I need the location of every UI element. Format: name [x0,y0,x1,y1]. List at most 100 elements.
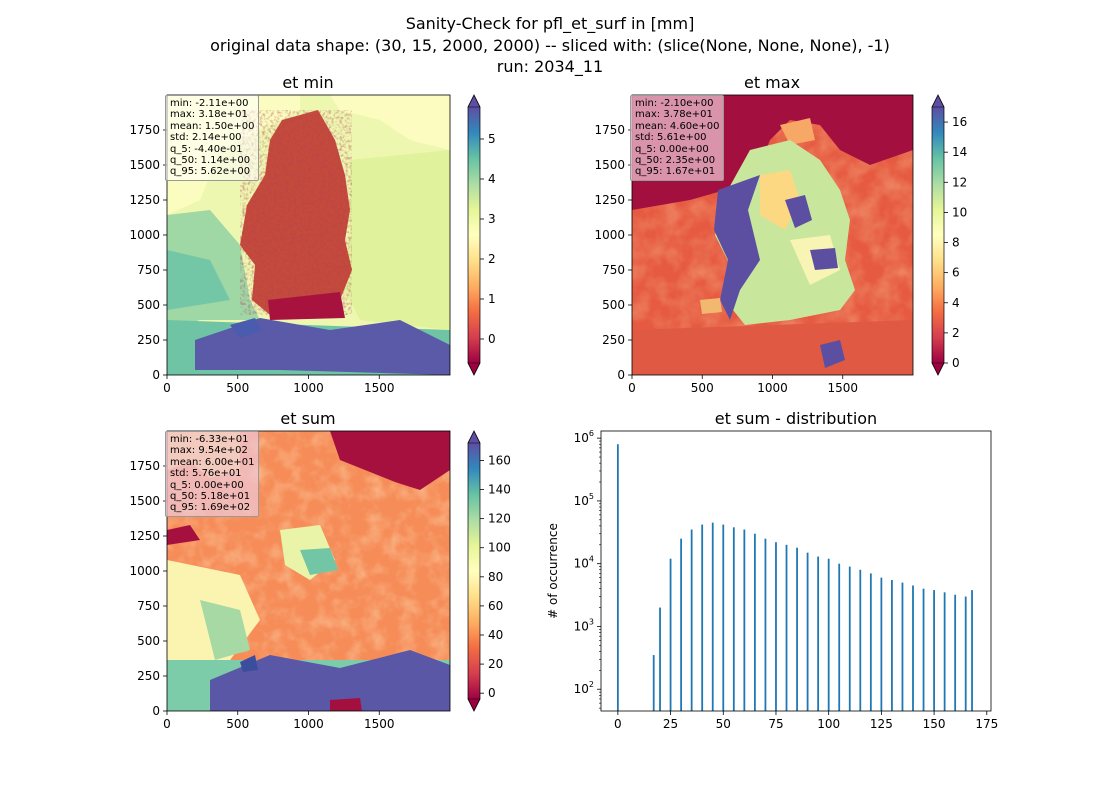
stats-line: min: -6.33e+01 [170,434,249,445]
stats-line: q_5: -4.40e-01 [170,143,243,155]
histogram-bar [971,590,973,711]
suptitle-line3: run: 2034_11 [497,57,603,77]
histogram-bar [912,585,914,711]
y-tick-label: 500 [137,634,160,648]
histogram-bar [954,594,957,711]
stats-line: mean: 6.00e+01 [170,456,255,468]
stats-line: q_5: 0.00e+00 [635,143,709,155]
histogram-bar [964,596,967,711]
stats-line: std: 2.14e+00 [170,132,242,144]
x-tick-label: 0 [163,381,171,395]
x-tick-label: 1000 [293,717,324,731]
panel-et-sum-distribution: et sum - distribution 0 25 50 75 100 125 150 17… [546,409,998,731]
y-tick-label: 1250 [129,529,160,543]
stats-line: std: 5.76e+01 [170,468,242,480]
y-tick-label: 1250 [129,193,160,207]
y-tick-exponent: 6 [589,429,594,438]
stats-line: q_95: 5.62e+00 [170,166,251,178]
stats-line: q_50: 2.35e+00 [635,155,716,167]
colorbar-tick-label: 12 [952,175,967,189]
histogram-bar [880,577,883,711]
colorbar-tick-label: 16 [952,115,967,129]
suptitle-line2: original data shape: (30, 15, 2000, 2000… [210,36,890,55]
histogram-bar [680,538,683,711]
x-tick-label: 500 [691,381,714,395]
x-tick-label: 500 [226,381,249,395]
x-tick-label: 1500 [364,717,395,731]
histogram-bar [616,444,619,711]
histogram-bar [933,590,935,711]
y-tick-base: 10 [574,619,589,633]
colorbar-tick-label: 0 [952,356,960,370]
y-ticks: 0 250 500 750 1000 1250 1500 1750 [594,123,632,382]
x-tick-label: 1500 [364,381,395,395]
y-tick-exponent: 2 [589,680,594,689]
colorbar-tick-label: 2 [952,326,960,340]
colorbar-tick-label: 60 [488,599,503,613]
x-tick-label: 150 [923,717,946,731]
y-tick-exponent: 3 [589,617,594,626]
y-tick-label: 750 [602,263,625,277]
x-ticks: 0 500 1000 1500 [628,375,858,395]
colorbar-extend-bottom [931,362,945,376]
panel-title: et sum - distribution [715,409,877,428]
histogram-bar [806,552,809,711]
stats-box: min: -6.33e+01 max: 9.54e+02 mean: 6.00e+0… [165,431,260,517]
x-ticks: 0 500 1000 1500 [163,375,395,395]
colorbar-tick-label: 2 [488,252,496,266]
stats-line: mean: 1.50e+00 [170,120,255,132]
y-tick-exponent: 4 [589,555,594,564]
y-tick-label: 102 [574,680,594,696]
colorbar: 0 2 4 6 8 10 12 14 16 [931,94,967,376]
y-tick-label: 500 [602,298,625,312]
x-tick-label: 500 [226,717,249,731]
histogram-bar [785,544,788,711]
colorbar-tick-label: 40 [488,628,503,642]
colorbar-tick-label: 80 [488,570,503,584]
y-tick-label: 1750 [594,123,625,137]
histogram-bar [891,579,893,711]
y-tick-base: 10 [574,682,589,696]
panel-title: et sum [280,409,335,428]
histogram-bar [701,524,704,711]
y-tick-label: 1500 [129,494,160,508]
stats-line: max: 3.78e+01 [635,109,713,121]
histogram-bar [669,558,672,711]
stats-line: q_50: 5.18e+01 [170,491,251,503]
colorbar-tick-label: 120 [488,512,511,526]
colorbar-tick-label: 0 [488,686,496,700]
stats-line: q_5: 0.00e+00 [170,479,244,491]
x-tick-label: 50 [716,717,731,731]
histogram-bar [743,529,746,711]
colorbar-tick-label: 8 [952,236,960,250]
stats-line: mean: 4.60e+00 [635,120,720,132]
histogram-bar [848,566,851,711]
y-tick-label: 105 [574,492,594,508]
y-tick-label: 250 [137,333,160,347]
y-tick-label: 103 [574,617,594,633]
y-tick-label: 1000 [129,228,160,242]
x-tick-label: 1000 [293,381,324,395]
x-tick-label: 75 [768,717,783,731]
stats-box: min: -2.11e+00 max: 3.18e+01 mean: 1.50e+0… [165,95,260,181]
y-tick-label: 750 [137,263,160,277]
histogram-bar [838,563,841,711]
stats-box: min: -2.10e+00 max: 3.78e+01 mean: 4.60e+0… [630,95,725,181]
y-tick-label: 1500 [594,158,625,172]
colorbar-tick-label: 10 [952,205,967,219]
stats-line: q_95: 1.67e+01 [635,166,716,178]
heatmap-image [167,431,450,711]
colorbar-extend-top [931,94,945,108]
stats-line: max: 9.54e+02 [170,445,248,457]
y-tick-base: 10 [574,431,589,445]
stats-line: min: -2.10e+00 [635,98,714,109]
y-ticks: 0 250 500 750 1000 1250 1500 1750 [129,459,167,718]
y-tick-label: 1250 [594,193,625,207]
colorbar-extend-bottom [467,362,481,376]
colorbar-tick-label: 160 [488,453,511,467]
colorbar-tick-label: 20 [488,657,503,671]
colorbar-tick-label: 14 [952,145,967,159]
y-tick-label: 1000 [129,564,160,578]
stats-line: max: 3.18e+01 [170,109,248,121]
